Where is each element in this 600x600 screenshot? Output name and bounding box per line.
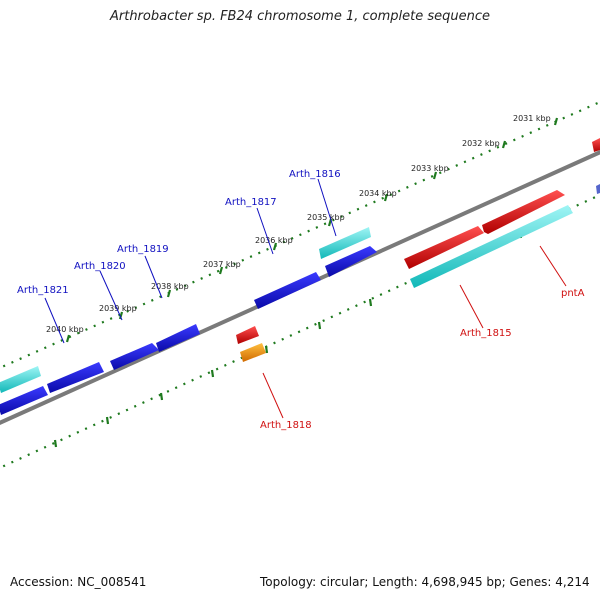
gene-arth-1818[interactable]	[240, 343, 266, 362]
ruler-label: 2038 kbp	[151, 282, 189, 291]
ruler-label: 2039 kbp	[99, 304, 137, 313]
gene-pnta[interactable]	[482, 190, 565, 234]
gene-label[interactable]: Arth_1818	[260, 420, 312, 431]
gene-blue-2036[interactable]	[254, 272, 321, 309]
ruler-label: 2035 kbp	[307, 213, 345, 222]
gene-labels: Arth_1816 Arth_1817 Arth_1819 Arth_1820 …	[17, 169, 585, 431]
gene-red-edge[interactable]	[592, 138, 600, 152]
map-title: Arthrobacter sp. FB24 chromosome 1, comp…	[109, 9, 491, 24]
ruler-label: 2040 kbp	[46, 325, 84, 334]
gene-label[interactable]: Arth_1815	[460, 328, 512, 339]
genome-summary: Topology: circular; Length: 4,698,945 bp…	[260, 575, 590, 589]
ruler-label: 2031 kbp	[513, 114, 551, 123]
ruler-label: 2037 kbp	[203, 260, 241, 269]
outer-ruler-ticks	[65, 117, 559, 343]
gene-arth-1818-red[interactable]	[236, 326, 259, 344]
gene-label[interactable]: Arth_1817	[225, 197, 277, 208]
gene-blue-left[interactable]	[0, 386, 48, 415]
accession-text: Accession: NC_008541	[10, 575, 146, 589]
ruler-label: 2036 kbp	[255, 236, 293, 245]
accession-value: NC_008541	[77, 575, 147, 589]
gene-label[interactable]: Arth_1819	[117, 244, 169, 255]
label-leaders	[44, 178, 567, 419]
gene-arth-1819[interactable]	[156, 324, 200, 352]
gene-red-2033[interactable]	[404, 226, 484, 269]
ruler-label: 2033 kbp	[411, 164, 449, 173]
gene-label[interactable]: pntA	[561, 288, 585, 299]
ruler-labels: 2031 kbp 2032 kbp 2033 kbp 2034 kbp 2035…	[46, 114, 551, 334]
gene-arth-1815[interactable]	[410, 205, 573, 288]
ruler-label: 2032 kbp	[462, 139, 500, 148]
gene-label[interactable]: Arth_1820	[74, 261, 126, 272]
accession-prefix: Accession:	[10, 575, 78, 589]
gene-label[interactable]: Arth_1821	[17, 285, 69, 296]
gene-arth-1816[interactable]	[319, 227, 371, 259]
gene-blue-edge[interactable]	[596, 184, 600, 194]
gene-arth-1820[interactable]	[110, 343, 159, 370]
gene-cyan-left[interactable]	[0, 366, 41, 393]
gene-label[interactable]: Arth_1816	[289, 169, 341, 180]
gene-arth-1817[interactable]	[325, 246, 377, 277]
gene-arth-1821[interactable]	[47, 362, 104, 393]
ruler-label: 2034 kbp	[359, 189, 397, 198]
